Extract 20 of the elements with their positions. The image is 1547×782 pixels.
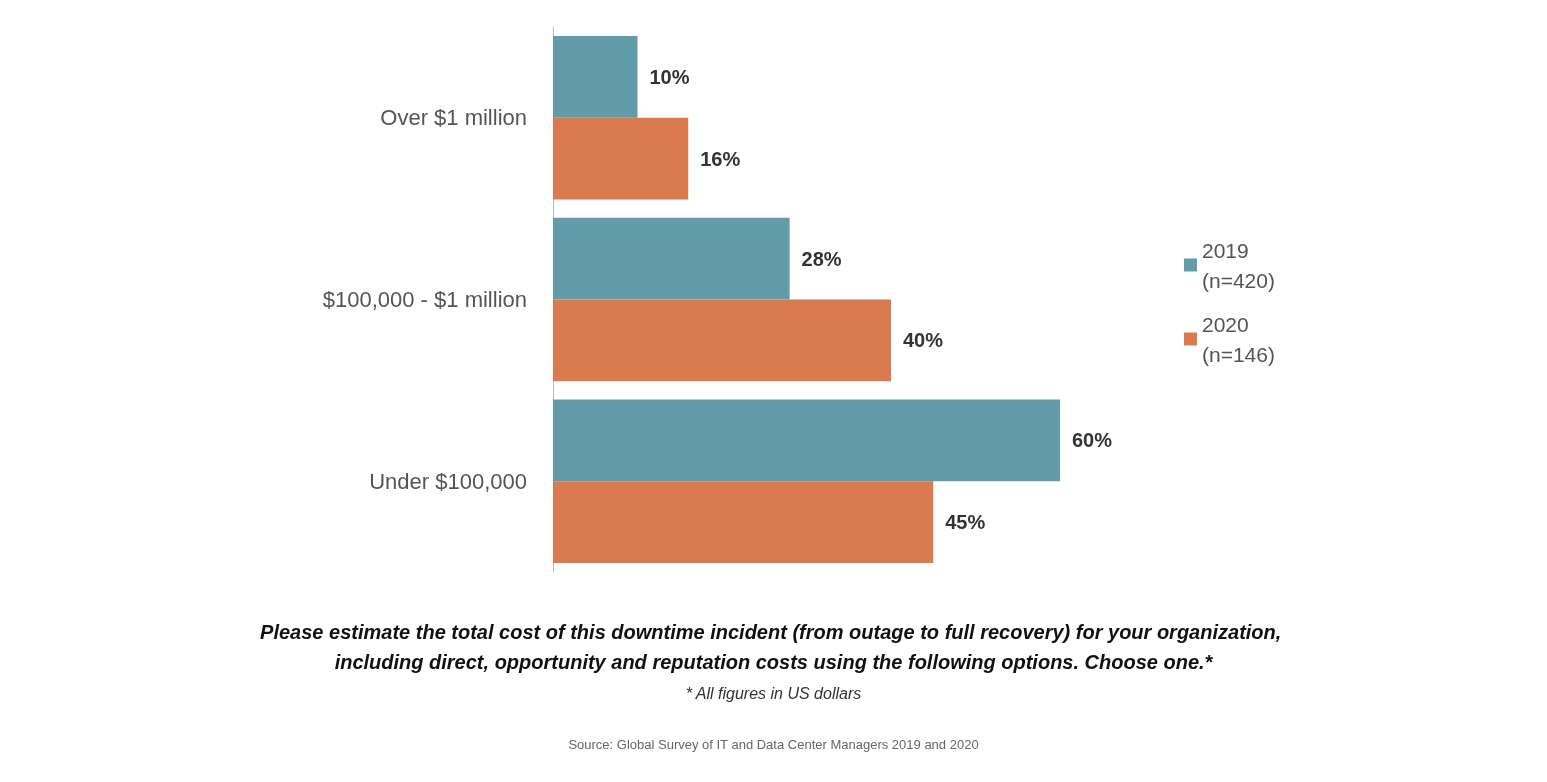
bar [553, 117, 689, 200]
y-tick-label: Under $100,000 [369, 468, 527, 494]
text: * All figures in US dollars [685, 684, 862, 702]
bar [553, 399, 1060, 482]
data-label: 60% [1072, 429, 1113, 452]
data-label: 10% [649, 65, 690, 88]
source-note: Source: Global Survey of IT and Data Center Managers 2019 and 2020 [568, 737, 979, 752]
y-tick-label: Over $1 million [380, 105, 527, 131]
bar [553, 481, 934, 563]
data-label: 28% [801, 247, 842, 270]
data-label: 16% [700, 147, 741, 170]
data-label: 40% [903, 329, 944, 352]
bar [553, 36, 638, 118]
text: Please estimate the total cost of this downtime incident (from outage to full recovery) for your organization, including direct, opportunity and reputation costs using the following options. Choose one.* [260, 621, 1287, 673]
legend-label: 2020 (n=146) [1202, 312, 1275, 366]
bar [553, 299, 891, 382]
data-label: 45% [945, 511, 986, 534]
legend-label: 2019 (n=420) [1202, 238, 1275, 292]
bar [553, 217, 790, 300]
y-tick-label: $100,000 - $1 million [322, 287, 527, 312]
